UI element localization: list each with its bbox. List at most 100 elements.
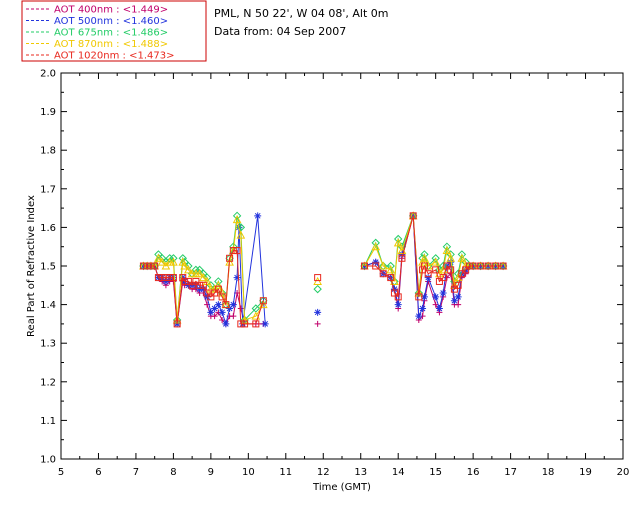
x-tick-label: 7 <box>133 467 139 478</box>
data-point <box>203 293 211 301</box>
data-point <box>379 270 387 278</box>
data-point <box>258 300 268 309</box>
data-point <box>420 253 429 262</box>
data-point <box>233 247 241 255</box>
y-tick-label: 1.6 <box>40 223 56 234</box>
data-point <box>230 313 237 320</box>
data-point <box>419 304 427 312</box>
data-point <box>154 274 162 282</box>
x-tick-label: 13 <box>354 467 367 478</box>
y-tick-label: 1.9 <box>40 107 56 118</box>
data-point <box>143 262 151 270</box>
data-point <box>394 301 402 309</box>
data-point <box>419 266 427 274</box>
data-point <box>387 274 395 282</box>
data-point <box>225 257 234 266</box>
data-point <box>192 281 200 289</box>
data-point <box>415 293 423 301</box>
y-tick-label: 1.1 <box>40 416 56 427</box>
data-point <box>438 265 448 274</box>
y-axis: 1.0 1.1 1.2 1.3 1.4 1.5 1.6 1.7 1.8 1.9 2.0 <box>40 69 623 466</box>
data-point <box>222 320 230 328</box>
legend-items: AOT 400nm : <1.449>AOT 500nm : <1.460> AO… <box>26 5 174 62</box>
data-point <box>499 262 507 270</box>
y-tick-label: 1.5 <box>40 262 56 273</box>
y-tick-label: 2.0 <box>40 69 56 80</box>
data-point <box>446 253 455 262</box>
data-point <box>462 266 470 274</box>
data-point <box>226 304 234 312</box>
data-point <box>199 281 207 289</box>
data-point <box>181 277 189 285</box>
data-point <box>469 262 477 270</box>
x-tick-label: 16 <box>467 467 480 478</box>
data-point <box>424 274 432 282</box>
x-tick-label: 14 <box>392 467 405 478</box>
data-point <box>431 257 441 266</box>
data-point <box>184 281 192 289</box>
y-tick-label: 1.8 <box>40 146 56 157</box>
data-point <box>313 284 322 294</box>
x-tick-label: 10 <box>242 467 255 478</box>
legend-label: AOT 1020nm : <1.473> <box>54 51 174 62</box>
legend-label: AOT 500nm : <1.460> <box>54 16 168 27</box>
data-point <box>237 320 245 328</box>
series-layer <box>139 211 508 328</box>
data-point <box>313 276 322 285</box>
data-point <box>390 289 398 297</box>
x-axis: 5 6 7 8 9 10 11 12 13 14 15 16 17 18 19 20 <box>58 73 629 478</box>
data-point <box>161 261 171 270</box>
data-point <box>393 238 403 247</box>
data-point <box>196 281 204 289</box>
series-4 <box>139 212 507 328</box>
legend-label: AOT 400nm : <1.449> <box>54 5 168 16</box>
y-tick-label: 1.0 <box>40 455 56 466</box>
data-point <box>241 320 249 328</box>
x-tick-label: 19 <box>579 467 592 478</box>
data-point <box>398 254 406 262</box>
data-point <box>169 274 177 282</box>
series-3 <box>139 211 508 324</box>
y-tick-label: 1.2 <box>40 377 56 388</box>
date-info: Data from: 04 Sep 2007 <box>214 25 346 38</box>
data-point <box>192 277 200 285</box>
data-point <box>454 281 462 289</box>
data-point <box>211 289 219 297</box>
data-point <box>184 265 193 274</box>
x-tick-label: 18 <box>542 467 555 478</box>
data-point <box>398 250 406 258</box>
x-tick-label: 17 <box>504 467 517 478</box>
data-point <box>420 262 428 270</box>
data-point <box>233 274 241 282</box>
data-point <box>237 305 244 312</box>
data-point <box>211 313 218 320</box>
legend-label: AOT 870nm : <1.488> <box>54 39 168 50</box>
data-point <box>492 262 500 270</box>
data-point <box>240 315 249 324</box>
data-point <box>360 262 368 270</box>
data-point <box>214 280 223 289</box>
data-point <box>218 308 226 316</box>
data-point <box>409 212 417 220</box>
data-point <box>477 262 485 270</box>
data-point <box>314 308 322 316</box>
data-point <box>261 320 269 328</box>
data-point <box>147 262 155 270</box>
data-point <box>214 285 222 293</box>
y-axis-label: Real Part of Refractive Index <box>26 195 37 337</box>
data-point <box>169 257 178 266</box>
data-point <box>195 269 204 278</box>
data-point <box>151 262 159 270</box>
data-point <box>455 301 462 308</box>
data-point <box>435 269 444 278</box>
data-point <box>219 317 226 324</box>
data-point <box>251 311 261 320</box>
data-point <box>484 262 492 270</box>
y-tick-label: 1.3 <box>40 339 56 350</box>
data-point <box>443 262 451 270</box>
data-point <box>210 284 219 293</box>
data-point <box>415 312 423 320</box>
data-point <box>154 253 163 262</box>
data-point <box>423 261 433 270</box>
